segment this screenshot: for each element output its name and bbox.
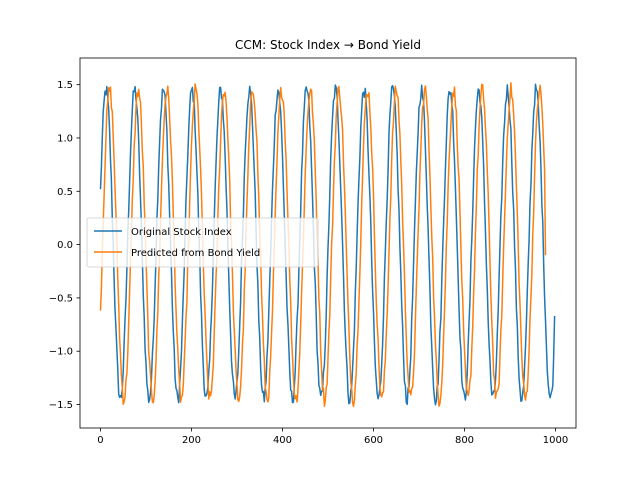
y-tick-label: 0.5 — [57, 187, 73, 198]
plot-area-frame — [79, 57, 577, 429]
x-axis: 0 200 400 600 800 1000 — [97, 428, 568, 446]
legend-box — [86, 217, 319, 268]
legend-label-predicted-from-bond-yield: Predicted from Bond Yield — [131, 248, 260, 259]
x-tick-label: 200 — [182, 435, 201, 446]
chart-title: CCM: Stock Index → Bond Yield — [235, 38, 421, 52]
x-tick-label: 600 — [364, 435, 383, 446]
y-tick-label: 1.0 — [57, 133, 73, 144]
y-tick-label: −1.0 — [49, 347, 73, 358]
y-axis: −1.5 −1.0 −0.5 0.0 0.5 1.0 1.5 — [49, 80, 80, 411]
y-tick-label: −1.5 — [49, 400, 73, 411]
y-tick-label: −0.5 — [49, 293, 73, 304]
x-tick-label: 800 — [455, 435, 474, 446]
y-tick-label: 0.0 — [57, 240, 73, 251]
legend-label-original-stock-index: Original Stock Index — [131, 227, 232, 238]
y-tick-label: 1.5 — [57, 80, 73, 91]
x-tick-label: 400 — [273, 435, 292, 446]
x-tick-label: 1000 — [543, 435, 568, 446]
series-line-original-stock-index — [99, 83, 556, 406]
legend: Original Stock Index Predicted from Bond… — [86, 217, 319, 268]
x-tick-label: 0 — [97, 435, 103, 446]
